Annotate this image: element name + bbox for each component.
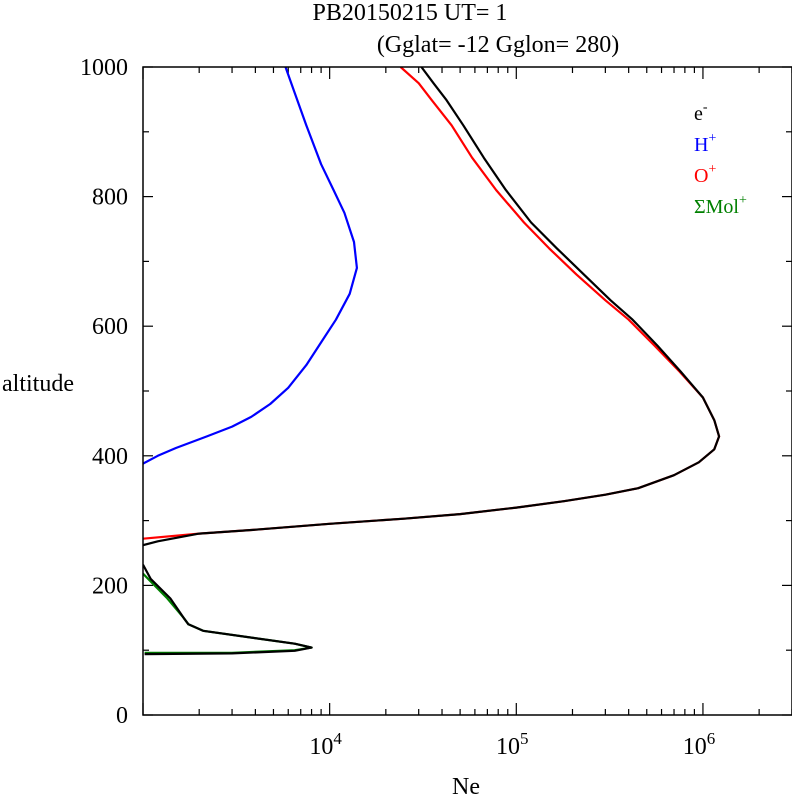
series-line-o bbox=[143, 67, 721, 540]
y-axis-label: altitude bbox=[2, 371, 74, 397]
legend-item: e- bbox=[694, 100, 708, 125]
legend-item: ΣMol+ bbox=[694, 193, 747, 218]
legend-item: H+ bbox=[694, 131, 716, 156]
x-tick-labels: 104 105 106 bbox=[309, 729, 715, 760]
y-tick-labels: 0 200 400 600 800 1000 bbox=[80, 55, 128, 729]
series-line-h bbox=[143, 67, 358, 465]
y-tick-label: 600 bbox=[92, 314, 128, 340]
plot-frame bbox=[142, 66, 792, 716]
y-tick-label: 200 bbox=[92, 573, 128, 599]
series-line-e bbox=[143, 564, 313, 656]
x-tick-label: 106 bbox=[683, 729, 716, 760]
y-tick-label: 1000 bbox=[80, 55, 128, 81]
chart-title-line1: PB20150215 UT= 1 bbox=[313, 0, 508, 26]
y-tick-label: 400 bbox=[92, 444, 128, 470]
legend-item: O+ bbox=[694, 162, 716, 187]
y-tick-label: 800 bbox=[92, 185, 128, 211]
data-series bbox=[143, 67, 721, 656]
series-line-e bbox=[143, 67, 721, 547]
x-axis-label: Ne bbox=[452, 774, 480, 796]
chart-title-line2: (Gglat= -12 Gglon= 280) bbox=[377, 32, 619, 58]
x-tick-label: 105 bbox=[496, 729, 529, 760]
x-tick-label: 104 bbox=[309, 729, 342, 760]
series-line-mol bbox=[143, 572, 313, 654]
y-tick-label: 0 bbox=[116, 703, 128, 729]
legend: e- H+ O+ ΣMol+ bbox=[694, 100, 747, 218]
